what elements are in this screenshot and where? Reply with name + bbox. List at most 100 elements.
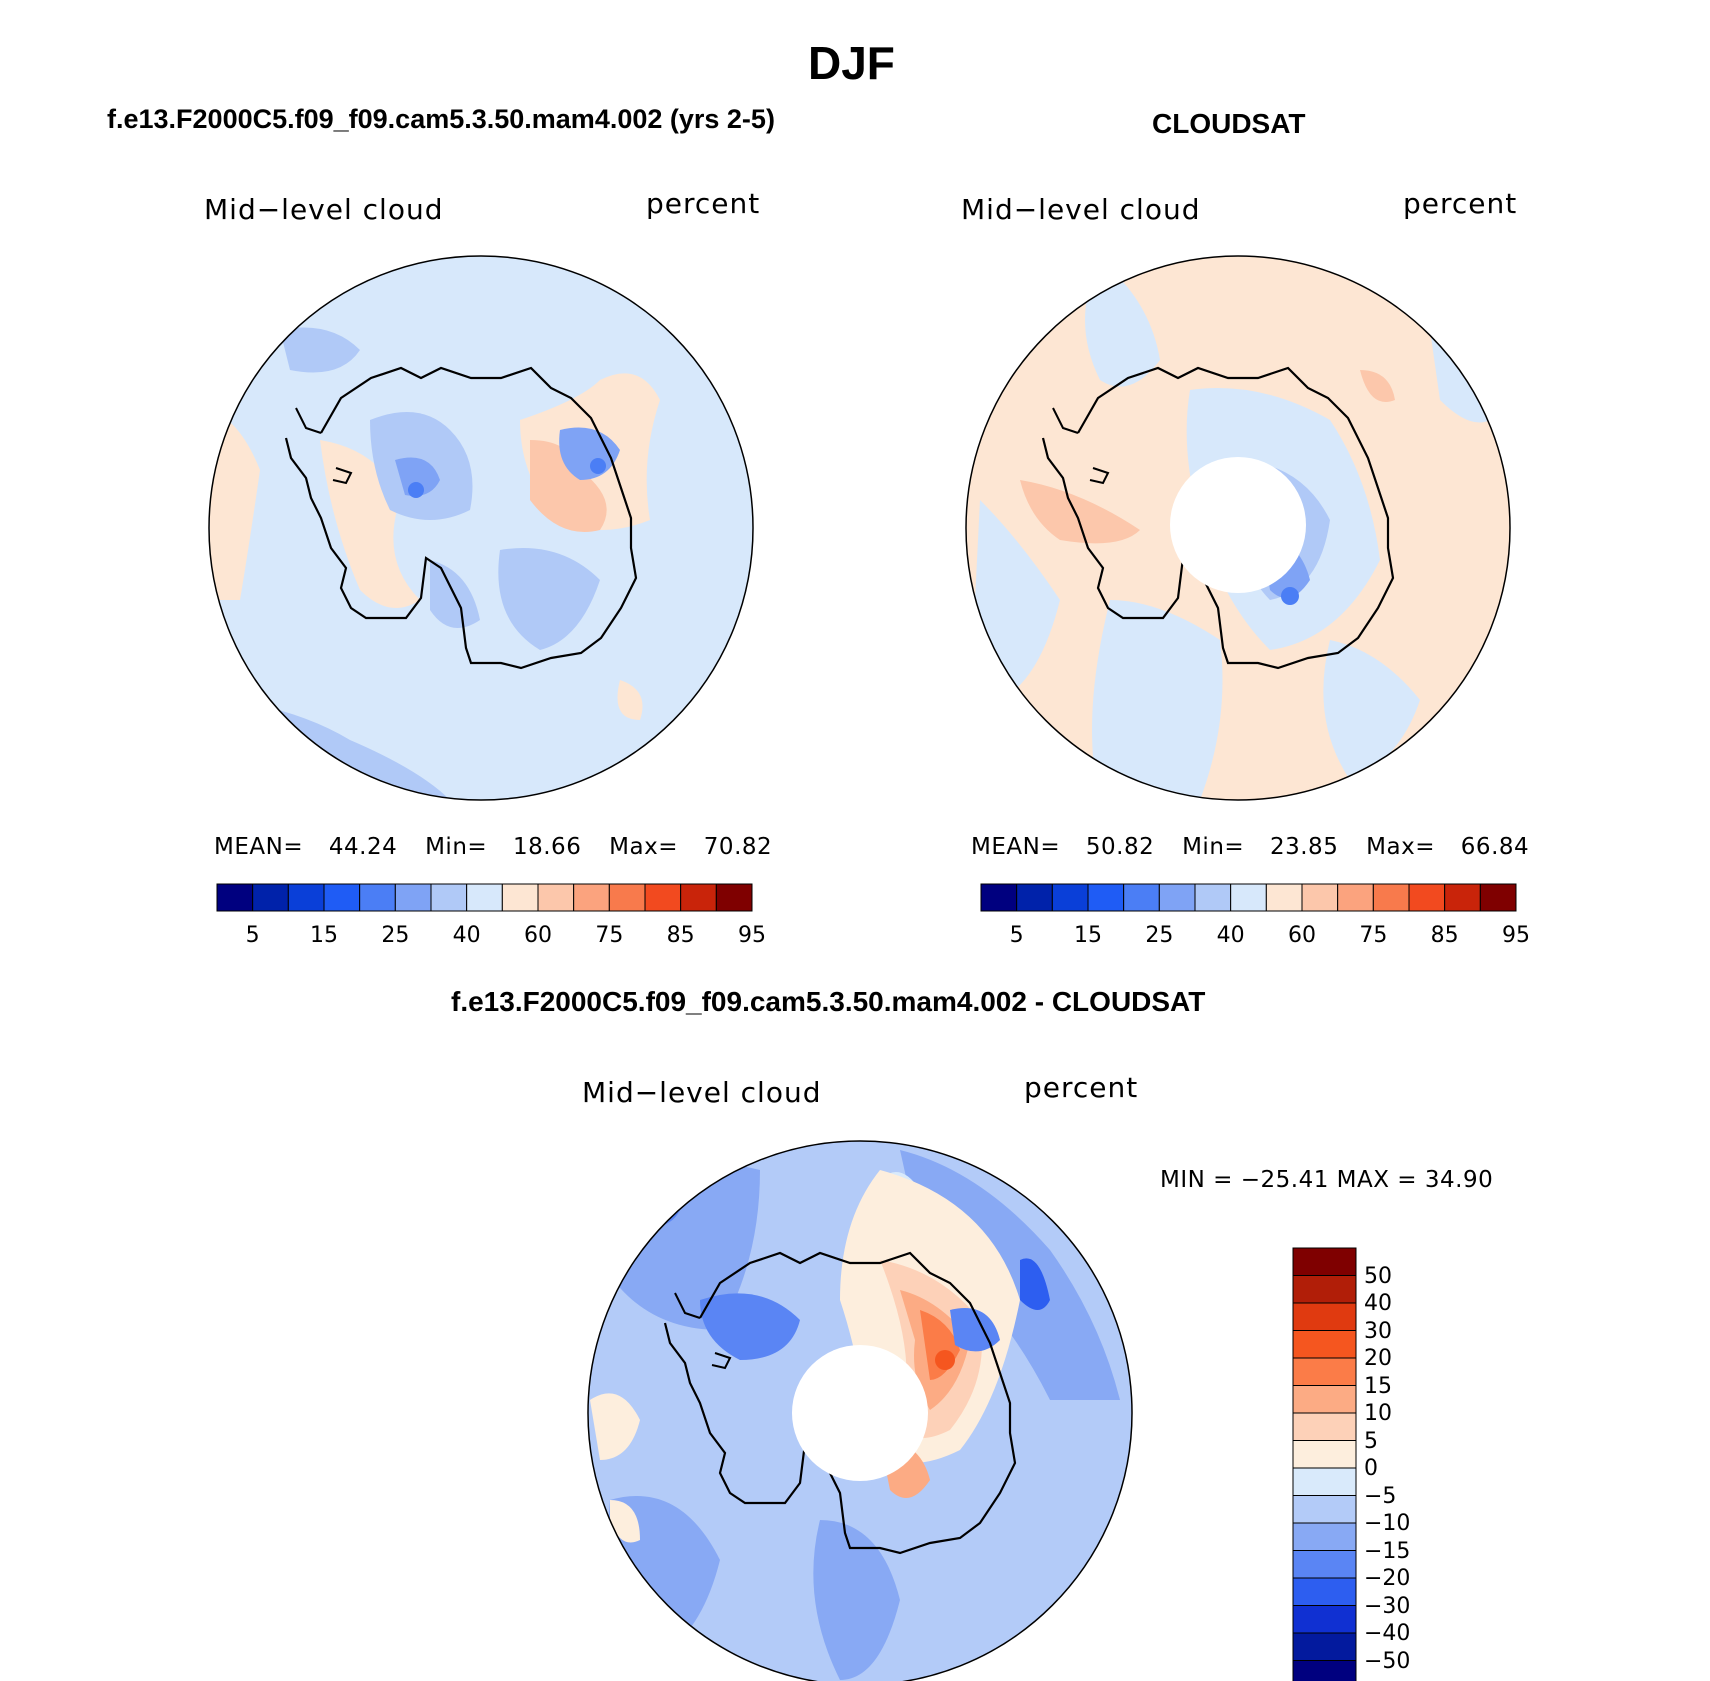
colorbar-swatch [1292,1412,1357,1441]
colorbar-swatch [1292,1357,1357,1386]
colorbar-swatch [1016,883,1053,912]
colorbar-tick-label: 50 [1364,1263,1392,1289]
model-stats: MEAN= 44.24 Min= 18.66 Max= 70.82 [214,836,772,859]
colorbar-swatch [1292,1577,1357,1606]
colorbar-tick-label: 15 [310,923,338,948]
colorbar-swatch [680,883,717,912]
colorbar-tick-label: 40 [1364,1291,1392,1316]
colorbar-tick-label: 15 [1074,923,1102,948]
obs-max-value: 66.84 [1460,834,1530,860]
diff-colorbar [1292,1247,1357,1681]
colorbar-swatch [466,883,503,912]
colorbar-swatch [1292,1247,1357,1276]
colorbar-swatch [1292,1467,1357,1496]
colorbar-swatch [501,883,539,912]
colorbar-swatch [644,883,682,912]
model-variable-label: Mid−level cloud [204,193,444,226]
colorbar-tick-label: 25 [381,923,410,948]
colorbar-swatch [573,883,610,912]
colorbar-swatch [1337,883,1374,912]
colorbar-swatch [1292,1550,1357,1579]
obs-min-value: 23.85 [1269,834,1339,860]
colorbar-swatch [1292,1605,1357,1634]
colorbar-tick-label: 0 [1364,1456,1378,1481]
colorbar-swatch [1292,1660,1357,1681]
colorbar-tick-label: 95 [1502,923,1530,948]
colorbar-tick-label: 95 [738,923,766,948]
model-units-label: percent [646,187,761,220]
colorbar-swatch [287,883,325,912]
model-map [209,256,753,800]
diff-minmax: MIN = −25.41 MAX = 34.90 [1160,1167,1494,1193]
colorbar-tick-label: 15 [1364,1373,1392,1399]
obs-mean-label: MEAN= [971,834,1061,860]
colorbar-swatch [1087,883,1125,912]
colorbar-tick-label: 40 [1216,923,1245,948]
obs-stats: MEAN= 50.82 Min= 23.85 Max= 66.84 [971,836,1529,859]
colorbar-swatch [1292,1275,1357,1304]
model-min-label: Min= [425,834,488,860]
model-max-label: Max= [609,834,678,860]
obs-max-label: Max= [1366,834,1435,860]
model-max-value: 70.82 [703,834,773,860]
colorbar-tick-label: 85 [666,923,695,948]
colorbar-swatch [1292,1330,1357,1359]
colorbar-tick-label: 5 [1364,1428,1378,1454]
model-colorbar [216,883,753,912]
colorbar-tick-label: 75 [1359,923,1388,948]
obs-colorbar [980,883,1517,912]
colorbar-tick-label: −50 [1364,1648,1411,1674]
colorbar-swatch [394,883,432,912]
colorbar-swatch [359,883,396,912]
colorbar-tick-label: −5 [1364,1483,1397,1509]
diff-units-label: percent [1024,1071,1139,1104]
colorbar-swatch [216,883,254,912]
model-mean-label: MEAN= [214,834,304,860]
colorbar-swatch [430,883,468,912]
colorbar-tick-label: 75 [595,923,624,948]
model-min-value: 18.66 [512,834,582,860]
colorbar-swatch [1444,883,1481,912]
colorbar-tick-label: −10 [1364,1511,1411,1536]
colorbar-swatch [252,883,289,912]
colorbar-swatch [1292,1632,1357,1661]
colorbar-tick-label: −30 [1364,1593,1411,1619]
colorbar-swatch [1051,883,1089,912]
colorbar-swatch [1292,1522,1357,1551]
colorbar-swatch [1301,883,1339,912]
obs-map [966,256,1510,800]
diff-variable-label: Mid−level cloud [582,1076,822,1109]
obs-min-label: Min= [1182,834,1245,860]
colorbar-swatch [1292,1385,1357,1414]
model-mean-value: 44.24 [328,834,398,860]
colorbar-tick-label: 5 [245,923,260,948]
colorbar-swatch [1292,1495,1357,1524]
obs-units-label: percent [1403,187,1518,220]
colorbar-tick-label: 60 [524,923,552,948]
colorbar-swatch [1123,883,1160,912]
colorbar-swatch [1230,883,1267,912]
colorbar-swatch [1265,883,1303,912]
colorbar-tick-label: 30 [1364,1318,1392,1344]
colorbar-tick-label: 85 [1430,923,1459,948]
colorbar-tick-label: −40 [1364,1621,1411,1646]
obs-mean-value: 50.82 [1085,834,1155,860]
colorbar-swatch [1372,883,1410,912]
diff-panel-title: f.e13.F2000C5.f09_f09.cam5.3.50.mam4.002… [451,986,1206,1017]
colorbar-swatch [608,883,646,912]
colorbar-swatch [537,883,575,912]
model-panel-title: f.e13.F2000C5.f09_f09.cam5.3.50.mam4.002… [107,104,775,134]
figure-title: DJF [808,37,895,89]
colorbar-tick-label: 10 [1364,1401,1392,1426]
colorbar-swatch [1408,883,1446,912]
colorbar-tick-label: 20 [1364,1346,1392,1371]
colorbar-swatch [715,883,753,912]
colorbar-swatch [1479,883,1517,912]
colorbar-tick-label: −15 [1364,1538,1411,1564]
colorbar-tick-label: 25 [1145,923,1174,948]
colorbar-swatch [1292,1302,1357,1331]
colorbar-swatch [1194,883,1232,912]
colorbar-tick-label: 40 [452,923,481,948]
colorbar-swatch [980,883,1018,912]
